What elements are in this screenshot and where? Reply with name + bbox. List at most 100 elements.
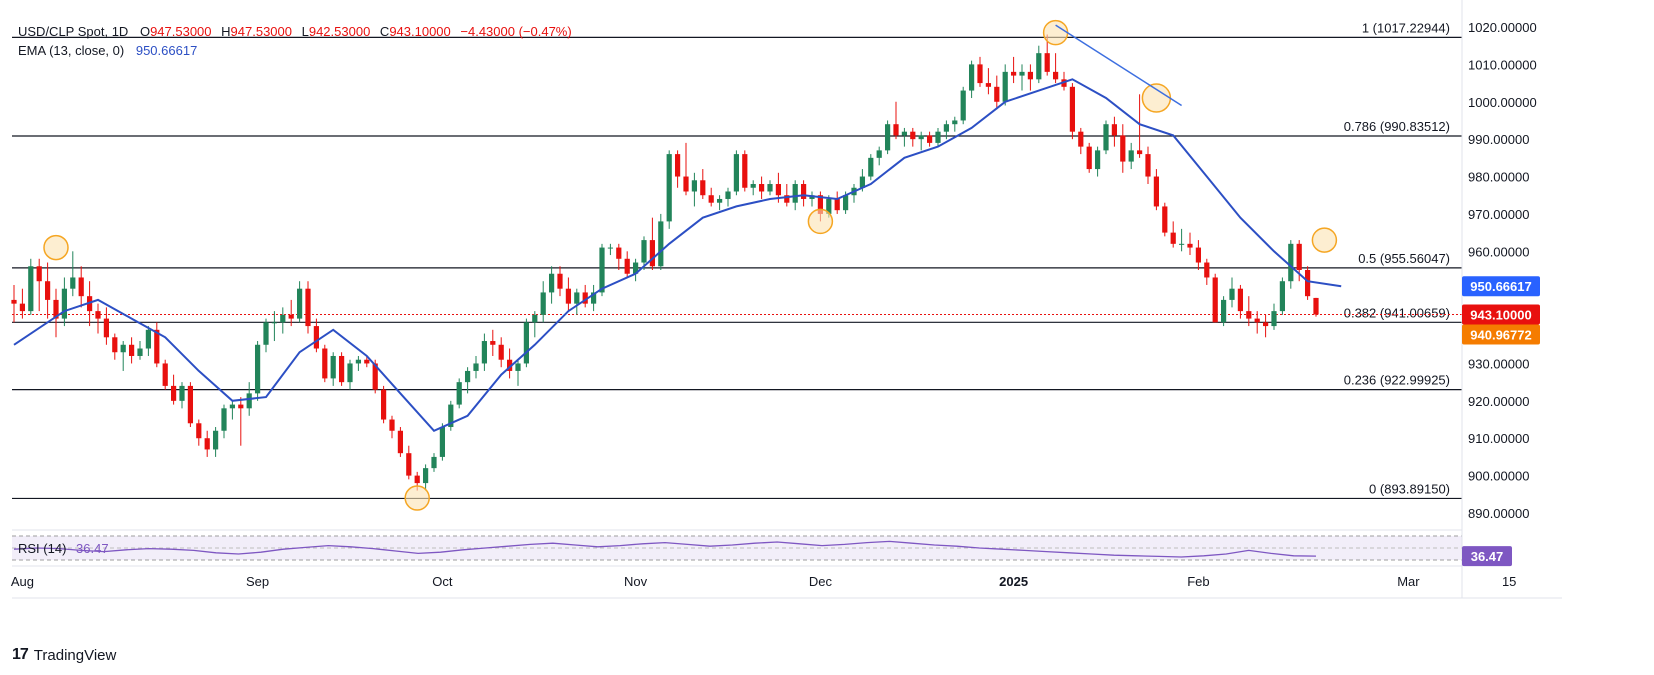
y-tick-label: 990.00000: [1468, 132, 1529, 147]
price-tag-bg: [1462, 276, 1540, 297]
candle-body: [1313, 297, 1319, 315]
candle-body: [548, 273, 555, 293]
candle-body: [708, 195, 714, 203]
candle-body: [1145, 154, 1151, 177]
candle-body: [1212, 277, 1218, 323]
candle-body: [448, 404, 454, 428]
fibonacci-levels: 1 (1017.22944) 0.786 (990.83512) 0.5 (955.…: [12, 20, 1462, 500]
candle-body: [1220, 299, 1227, 323]
candle-body: [716, 198, 723, 203]
candle-body: [1246, 311, 1252, 319]
candle-body: [977, 64, 983, 84]
trend-line: [1055, 24, 1183, 107]
candle-body: [910, 131, 916, 140]
candle-body: [784, 195, 790, 203]
candle-body: [355, 359, 362, 364]
legend-h-label: H: [221, 24, 230, 39]
candle-body: [540, 292, 546, 315]
candle-body: [389, 419, 395, 431]
price-tags: 950.66617 943.10000 940.96772 36.47: [1462, 276, 1540, 567]
rsi-tag-bg: [1462, 546, 1512, 567]
candle-body: [44, 281, 51, 300]
candle-body: [943, 124, 950, 132]
candle-body: [70, 277, 76, 289]
candle-body: [422, 468, 429, 484]
candle-body: [792, 184, 798, 203]
candle-body: [187, 385, 194, 424]
candle-body: [238, 404, 244, 409]
candle-body: [1237, 288, 1244, 312]
candle-body: [271, 322, 278, 324]
candle-body: [414, 475, 420, 484]
candle-body: [11, 299, 17, 304]
candle-body: [95, 311, 101, 319]
candle-body: [1304, 270, 1311, 297]
candle-body: [1178, 243, 1185, 245]
candle-body: [481, 341, 488, 364]
candle-body: [53, 299, 59, 319]
brand-label: TradingView: [33, 646, 117, 664]
candle-body: [137, 348, 143, 356]
y-tick-label: 900.00000: [1468, 469, 1529, 484]
candle-body: [1279, 281, 1286, 312]
y-tick-label: 1000.00000: [1468, 95, 1537, 110]
candle-body: [204, 438, 210, 450]
fib-level-label: 0.5 (955.56047): [1358, 251, 1450, 266]
candle-body: [78, 277, 84, 297]
candle-body: [666, 154, 672, 222]
candle-body: [128, 344, 135, 356]
legend-l-label: L: [302, 24, 309, 39]
fib-level-label: 0.786 (990.83512): [1344, 119, 1450, 134]
candle-body: [750, 184, 756, 188]
candle-body: [103, 318, 110, 338]
candle-body: [288, 314, 294, 319]
price-tag-label: 943.10000: [1470, 307, 1531, 322]
y-tick-label: 920.00000: [1468, 394, 1529, 409]
candle-body: [112, 337, 118, 353]
candle-body: [918, 135, 924, 140]
y-tick-label: 970.00000: [1468, 207, 1529, 222]
candle-body: [733, 154, 740, 192]
price-tag-label: 940.96772: [1470, 327, 1531, 342]
candle-body: [19, 303, 26, 312]
candle-body: [952, 120, 958, 125]
legend-change: −4.43000 (−0.47%): [460, 24, 571, 39]
fib-level-label: 0 (893.89150): [1369, 481, 1450, 496]
candle-body: [523, 322, 530, 364]
ema-line: [13, 78, 1342, 433]
candle-body: [330, 355, 336, 379]
candle-body: [1254, 318, 1260, 323]
legend-ema-label: EMA (13, close, 0): [18, 43, 124, 58]
y-tick-label: 910.00000: [1468, 431, 1529, 446]
candle-body: [1288, 243, 1294, 282]
candle-body: [674, 154, 681, 177]
candle-body: [868, 157, 874, 177]
legend-rsi: RSI (14) 36.47: [18, 541, 109, 556]
highlight-circle: [1141, 83, 1172, 113]
candle-body: [154, 329, 160, 364]
candle-body: [926, 135, 933, 143]
candle-body: [1128, 150, 1134, 162]
candle-body: [985, 83, 992, 87]
y-tick-label: 960.00000: [1468, 244, 1529, 259]
candle-body: [1262, 322, 1269, 327]
candle-body: [624, 258, 630, 274]
candle-body: [800, 184, 807, 199]
x-tick-label: Mar: [1397, 574, 1420, 589]
price-tag-bg: [1462, 304, 1540, 325]
candle-body: [649, 240, 656, 267]
candle-body: [246, 393, 252, 409]
legend-line-2: EMA (13, close, 0) 950.66617: [18, 43, 197, 58]
candle-body: [582, 292, 588, 304]
candle-body: [1052, 71, 1059, 80]
candle-body: [229, 404, 236, 409]
candle-body: [145, 329, 152, 349]
candle-body: [1162, 206, 1168, 233]
candle-body: [599, 247, 605, 293]
tradingview-brand[interactable]: 17 TradingView: [12, 646, 116, 664]
candle-body: [263, 322, 269, 345]
candle-body: [506, 359, 513, 371]
candle-body: [280, 314, 286, 323]
candle-body: [1094, 150, 1101, 170]
